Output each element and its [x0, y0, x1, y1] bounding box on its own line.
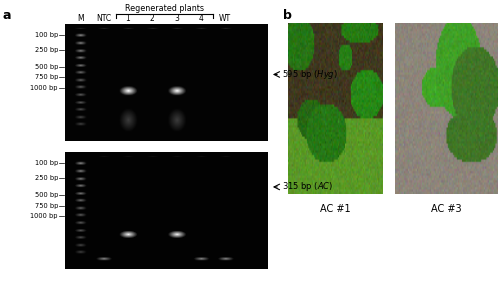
- Text: 315 bp ($\mathit{AC}$): 315 bp ($\mathit{AC}$): [282, 180, 333, 194]
- Text: 250 bp: 250 bp: [34, 47, 58, 53]
- Text: 1000 bp: 1000 bp: [30, 85, 58, 91]
- Text: 1000 bp: 1000 bp: [30, 213, 58, 219]
- Text: 500 bp: 500 bp: [34, 192, 58, 198]
- Text: 750 bp: 750 bp: [34, 74, 58, 80]
- Text: 750 bp: 750 bp: [34, 203, 58, 209]
- Text: WT: WT: [219, 14, 231, 23]
- Text: 100 bp: 100 bp: [35, 160, 58, 166]
- Text: 100 bp: 100 bp: [35, 32, 58, 38]
- Text: Regenerated plants: Regenerated plants: [124, 4, 204, 13]
- Text: NTC: NTC: [96, 14, 111, 23]
- Text: 3: 3: [174, 14, 179, 23]
- Text: 4: 4: [198, 14, 203, 23]
- Text: 250 bp: 250 bp: [34, 175, 58, 181]
- Text: 500 bp: 500 bp: [34, 64, 58, 70]
- Text: AC #1: AC #1: [320, 204, 350, 214]
- Text: 1: 1: [126, 14, 130, 23]
- Text: AC #3: AC #3: [431, 204, 462, 214]
- Text: M: M: [77, 14, 84, 23]
- Text: a: a: [2, 9, 11, 22]
- Text: 2: 2: [150, 14, 154, 23]
- Text: 595 bp ($\mathit{Hyg}$): 595 bp ($\mathit{Hyg}$): [282, 68, 338, 81]
- Text: b: b: [282, 9, 292, 22]
